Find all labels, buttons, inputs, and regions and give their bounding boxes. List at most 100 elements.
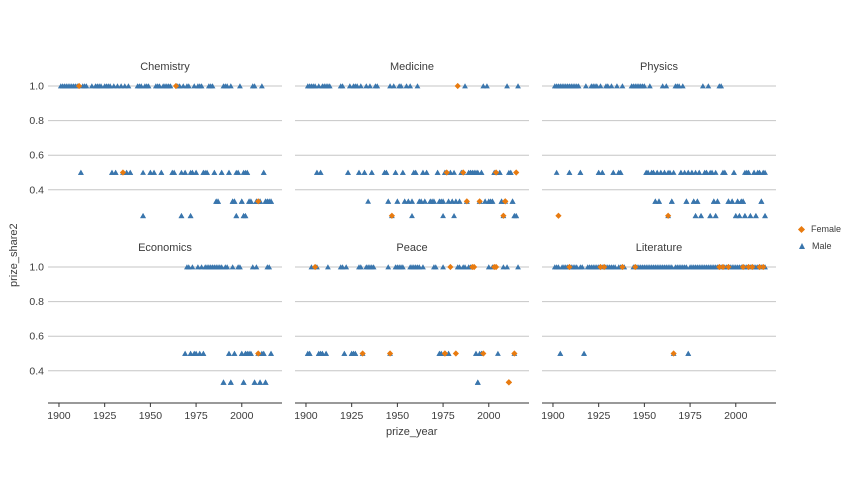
y-tick-label: 1.0	[29, 81, 44, 93]
legend-label-female: Female	[811, 224, 842, 234]
data-point-male	[489, 198, 496, 204]
data-point-male	[407, 83, 414, 89]
data-point-female	[716, 263, 723, 271]
data-point-male	[650, 169, 657, 175]
data-point-male	[553, 169, 560, 175]
data-point-male	[416, 264, 423, 270]
data-point-male	[513, 212, 520, 219]
data-point-male	[504, 264, 510, 270]
x-tick-label: 1950	[386, 410, 410, 422]
data-point-male	[555, 264, 562, 270]
data-point-male	[420, 169, 426, 175]
data-point-male	[237, 264, 243, 270]
data-point-male	[645, 169, 651, 175]
data-point-male	[745, 169, 752, 175]
data-point-male	[399, 169, 406, 175]
data-point-male	[573, 264, 580, 270]
data-point-male	[515, 83, 521, 89]
data-point-male	[114, 83, 121, 89]
x-axis-title: prize_year	[386, 426, 438, 438]
data-point-male	[314, 169, 320, 175]
data-point-male	[445, 350, 452, 356]
x-tick-label: 2000	[477, 410, 501, 422]
data-point-female	[471, 263, 478, 271]
data-point-male	[734, 198, 741, 204]
data-point-male	[346, 83, 353, 89]
data-point-male	[599, 169, 606, 175]
data-point-male	[670, 169, 677, 175]
data-point-female	[312, 263, 319, 271]
data-point-male	[440, 264, 446, 270]
data-point-male	[196, 350, 203, 356]
data-point-male	[685, 169, 692, 175]
data-point-male	[357, 264, 364, 270]
data-point-male	[123, 169, 130, 175]
data-point-female	[566, 263, 573, 271]
data-point-male	[652, 198, 659, 204]
data-point-female	[255, 198, 262, 205]
data-point-male	[405, 198, 412, 204]
y-tick-label: 0.8	[29, 296, 44, 308]
legend-label-male: Male	[812, 241, 832, 251]
data-point-male	[762, 169, 768, 175]
data-point-male	[732, 212, 739, 219]
data-point-male	[325, 264, 331, 270]
legend: Female Male	[797, 224, 842, 251]
data-point-male	[158, 169, 165, 175]
data-point-male	[434, 169, 441, 175]
data-point-male	[125, 83, 132, 89]
data-point-male	[456, 264, 463, 270]
facet-points-peace	[304, 263, 521, 386]
data-point-male	[187, 212, 194, 219]
data-point-male	[235, 169, 242, 175]
data-point-male	[312, 83, 319, 89]
x-tick-label: 1925	[340, 410, 364, 422]
data-point-male	[182, 169, 189, 175]
data-point-male	[118, 83, 125, 89]
data-point-male	[306, 350, 313, 356]
data-point-male	[88, 83, 95, 89]
data-point-male	[418, 198, 425, 204]
data-point-female	[670, 350, 677, 357]
data-point-male	[707, 212, 714, 219]
tick-labels: 1.0 0.8 0.6 0.4 1.0 0.8 0.6 0.4 1900 1925 1950 1975…	[29, 81, 747, 423]
data-point-male	[370, 264, 377, 270]
gridlines	[48, 85, 776, 372]
data-point-female	[447, 263, 454, 271]
data-point-female	[476, 198, 483, 205]
data-point-male	[398, 83, 404, 89]
data-point-male	[431, 198, 437, 204]
data-point-male	[612, 264, 619, 270]
data-point-male	[451, 212, 457, 219]
data-point-male	[657, 169, 664, 175]
data-point-male	[756, 169, 763, 175]
data-point-male	[478, 169, 485, 175]
data-point-male	[231, 198, 238, 204]
data-point-female	[172, 82, 180, 90]
data-point-male	[473, 350, 479, 356]
data-point-male	[449, 198, 456, 204]
y-tick-label: 0.4	[29, 184, 44, 196]
data-point-male	[420, 264, 426, 270]
data-point-male	[151, 169, 157, 175]
data-point-female	[463, 198, 470, 205]
data-point-male	[399, 264, 406, 270]
data-point-female	[443, 169, 450, 176]
x-tick-label: 1900	[47, 410, 71, 422]
data-point-male	[352, 350, 359, 356]
data-point-male	[218, 169, 225, 175]
x-tick-label: 1925	[93, 410, 117, 422]
data-point-male	[83, 83, 90, 89]
y-tick-label: 0.8	[29, 115, 44, 127]
data-point-male	[566, 169, 573, 175]
data-point-male	[679, 83, 686, 89]
data-point-male	[581, 350, 587, 356]
data-point-male	[663, 83, 670, 89]
data-point-male	[195, 264, 201, 270]
data-point-male	[676, 83, 683, 89]
data-point-male	[156, 83, 163, 89]
data-point-male	[238, 350, 245, 356]
data-point-female	[505, 379, 512, 386]
data-point-male	[145, 83, 152, 89]
